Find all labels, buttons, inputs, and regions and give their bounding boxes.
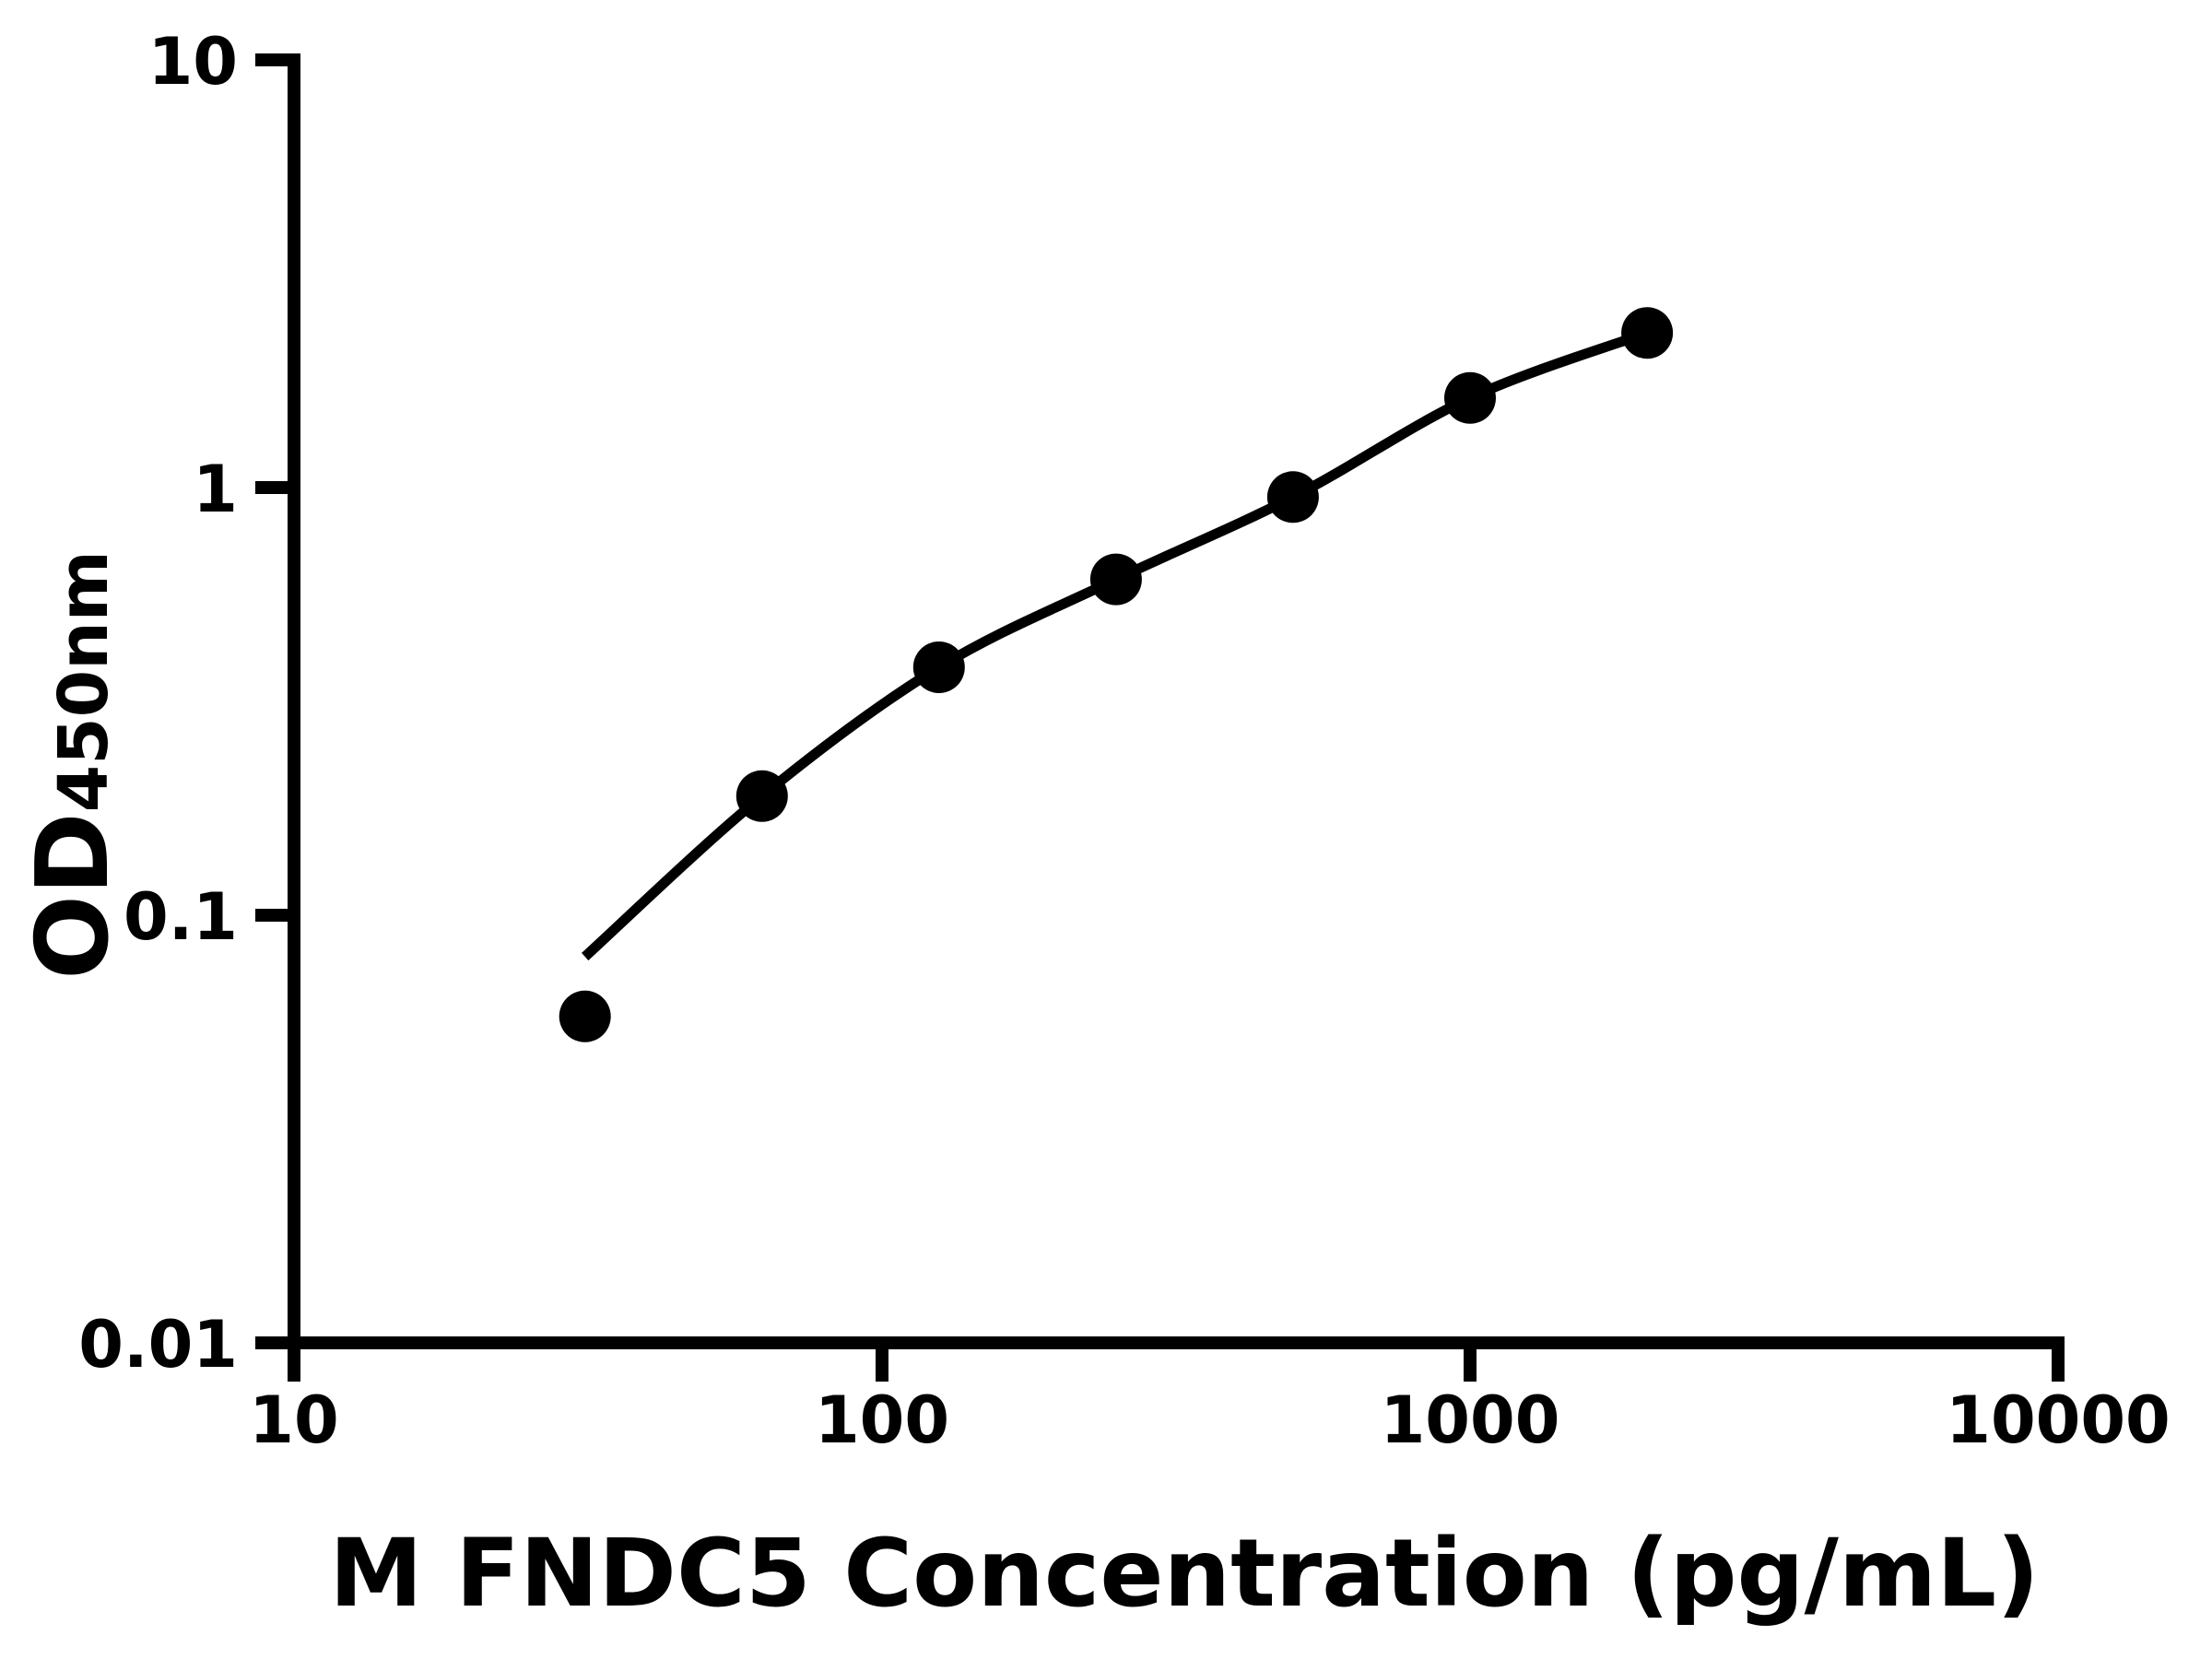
x-tick-label: 1000 [1381,1382,1560,1458]
y-tick-label: 1 [193,452,238,527]
y-tick-label: 0.01 [78,1307,238,1382]
data-point [1089,553,1142,606]
x-tick-label: 10 [249,1382,338,1458]
fit-curve-path [581,328,1649,961]
axes [255,53,2065,1382]
data-point [1621,307,1674,359]
y-axis-title: OD450nm [16,550,131,980]
data-point [1266,471,1319,524]
axis-ticks [255,53,2065,1382]
y-tick-label: 0.1 [124,879,238,955]
axis-tick-labels: 10 100 1000 10000 10 1 0.1 0.01 [78,24,2170,1458]
x-axis-title: M FNDC5 Concentration (pg/mL) [329,1519,2039,1629]
data-point [1444,371,1496,424]
data-point [559,990,611,1042]
y-tick-label: 10 [148,24,238,100]
x-tick-label: 10000 [1946,1382,2171,1458]
data-point [735,770,788,822]
y-axis-title-main: OD [16,812,131,979]
fit-curve [581,328,1649,961]
y-axis-title-sub: 450nm [44,550,124,812]
x-tick-label: 100 [815,1382,949,1458]
data-points [559,307,1674,1042]
data-point [912,641,965,693]
